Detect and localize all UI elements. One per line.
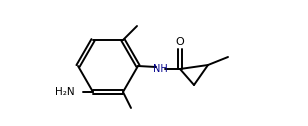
- Text: NH: NH: [153, 64, 167, 74]
- Text: H₂N: H₂N: [55, 87, 75, 97]
- Text: O: O: [176, 37, 184, 47]
